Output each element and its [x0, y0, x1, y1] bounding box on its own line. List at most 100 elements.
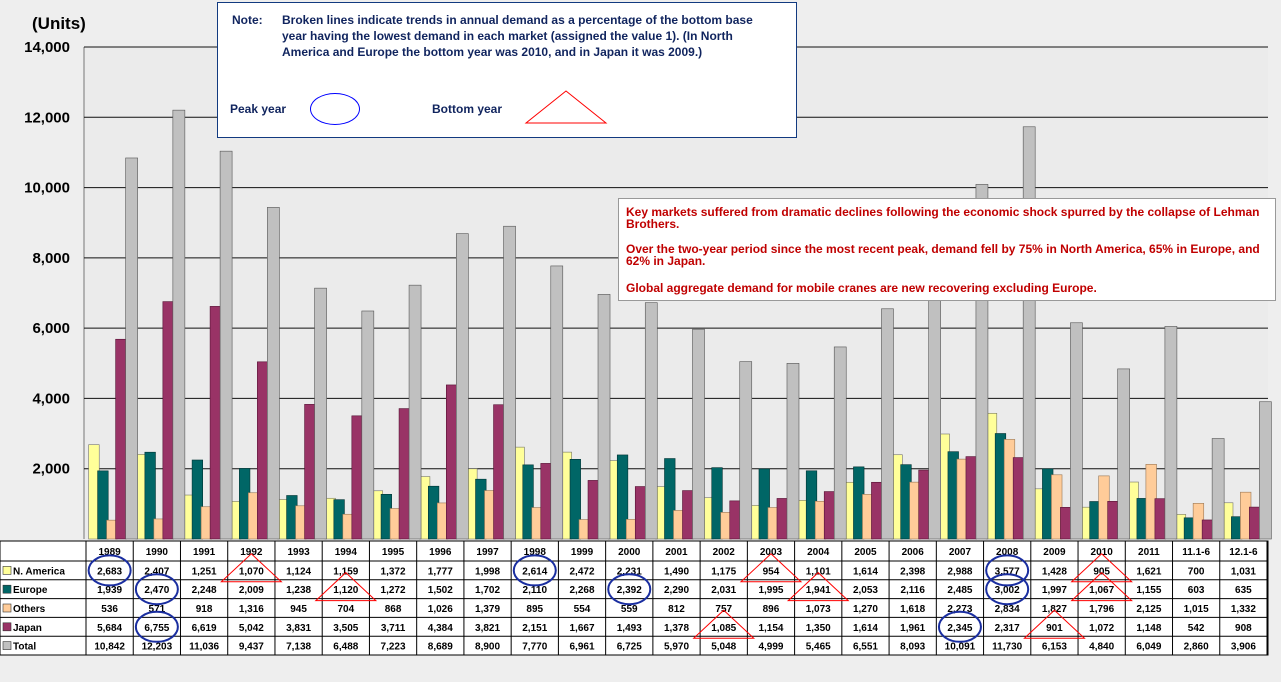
bar-total-1990 [172, 109, 186, 540]
data-label: 5,684 [97, 623, 122, 634]
data-label: 1,995 [758, 585, 783, 596]
x-tick-label: 2001 [665, 547, 688, 558]
bar-japan-1998 [540, 463, 552, 540]
data-label: 7,223 [381, 642, 406, 653]
bar-total-1998 [550, 265, 564, 540]
data-label: 2,317 [995, 623, 1020, 634]
bottom-triangle-icon [524, 90, 608, 124]
data-label: 1,159 [333, 566, 358, 577]
data-label: 2,398 [900, 566, 925, 577]
data-label: 2,345 [947, 623, 972, 634]
bar-japan-1995 [398, 408, 410, 540]
bar-total-2000 [644, 302, 658, 540]
bar-total-1996 [455, 233, 469, 540]
data-label: 1,175 [711, 566, 736, 577]
key-message-2: Over the two-year period since the most … [626, 242, 1260, 268]
data-label: 1,777 [428, 566, 453, 577]
data-label: 5,048 [711, 642, 736, 653]
data-label: 2,110 [523, 585, 548, 596]
bar-total-1989 [125, 157, 138, 540]
bar-total-1992 [267, 207, 280, 540]
note-text: Note: Broken lines indicate trends in ann… [232, 12, 780, 60]
x-tick-label: 2005 [854, 547, 877, 558]
data-label: 2,151 [522, 623, 547, 634]
bottom-marker-namerica-2010 [1070, 553, 1133, 583]
data-label: 945 [290, 604, 307, 615]
data-label: 1,101 [806, 566, 831, 577]
legend-entry: Total [13, 642, 36, 653]
data-label: 2,125 [1136, 604, 1161, 615]
bar-japan-1994 [351, 415, 363, 540]
peak-marker-japan-1990 [134, 610, 179, 643]
data-label: 895 [526, 604, 543, 615]
x-tick-label: 1993 [287, 547, 310, 558]
bar-europe-1990 [144, 451, 156, 540]
bar-japan-1993 [304, 404, 316, 540]
data-label: 3,831 [286, 623, 311, 634]
data-label: 918 [196, 604, 213, 615]
data-label: 2,231 [617, 566, 642, 577]
bar-total-2005 [881, 308, 894, 540]
data-label: 1,827 [1042, 604, 1067, 615]
data-label: 1,997 [1042, 585, 1067, 596]
bar-japan-2005 [871, 481, 883, 540]
bottom-marker-japan-2009 [1023, 609, 1086, 639]
bar-europe-1989 [97, 470, 109, 540]
data-label: 704 [337, 604, 354, 615]
data-label: 1,372 [381, 566, 406, 577]
bar-total-1995 [408, 284, 422, 540]
data-label: 1,428 [1042, 566, 1067, 577]
data-label: 2,009 [239, 585, 264, 596]
data-label: 2,053 [853, 585, 878, 596]
bar-europe-2001 [664, 458, 676, 540]
data-label: 4,840 [1089, 642, 1114, 653]
legend-swatch-europe [2, 584, 12, 594]
bar-total-2009 [1070, 322, 1083, 540]
data-label: 2,273 [947, 604, 972, 615]
data-label: 2,268 [570, 585, 595, 596]
data-label: 757 [715, 604, 732, 615]
bottom-marker-europe-1994 [314, 571, 378, 602]
data-label: 1,796 [1089, 604, 1114, 615]
data-label: 1,667 [570, 623, 595, 634]
data-label: 5,465 [806, 642, 831, 653]
peak-oval-icon [310, 93, 360, 125]
x-tick-label: 11.1-6 [1182, 547, 1210, 558]
data-label: 1,120 [333, 585, 358, 596]
bar-japan-2003 [776, 498, 788, 540]
data-label: 11,730 [992, 642, 1022, 653]
data-label: 1,614 [853, 623, 878, 634]
data-label: 1,085 [711, 623, 736, 634]
data-label: 3,906 [1231, 642, 1256, 653]
data-label: 554 [574, 604, 591, 615]
data-label: 812 [668, 604, 685, 615]
data-label: 1,272 [381, 585, 406, 596]
data-label: 3,711 [381, 623, 406, 634]
bar-total-12.1-6 [1259, 401, 1272, 540]
bar-europe-1999 [569, 458, 581, 540]
key-message-3: Global aggregate demand for mobile crane… [626, 281, 1097, 295]
bar-japan-1992 [257, 361, 269, 540]
data-label: 3,821 [475, 623, 500, 634]
data-label: 8,900 [475, 642, 500, 653]
bar-total-2003 [786, 363, 800, 540]
peak-year-label: Peak year [230, 102, 287, 116]
bar-japan-2001 [682, 490, 694, 540]
data-label: 905 [1093, 566, 1110, 577]
x-tick-label: 1998 [524, 547, 547, 558]
bar-japan-11.1-6 [1201, 519, 1214, 540]
bar-total-2011 [1164, 326, 1178, 540]
x-tick-label: 2008 [996, 547, 1019, 558]
data-label: 1,332 [1231, 604, 1256, 615]
data-label: 8,689 [428, 642, 453, 653]
bar-europe-2000 [616, 454, 629, 540]
data-label: 896 [763, 604, 780, 615]
bar-total-2010 [1117, 368, 1130, 540]
data-label: 2,614 [522, 566, 547, 577]
peak-marker-europe-1990 [134, 573, 179, 606]
x-tick-label: 1991 [193, 547, 216, 558]
data-label: 7,770 [522, 642, 547, 653]
x-tick-label: 1989 [98, 547, 121, 558]
data-label: 1,502 [428, 585, 453, 596]
data-label: 3,002 [995, 585, 1020, 596]
